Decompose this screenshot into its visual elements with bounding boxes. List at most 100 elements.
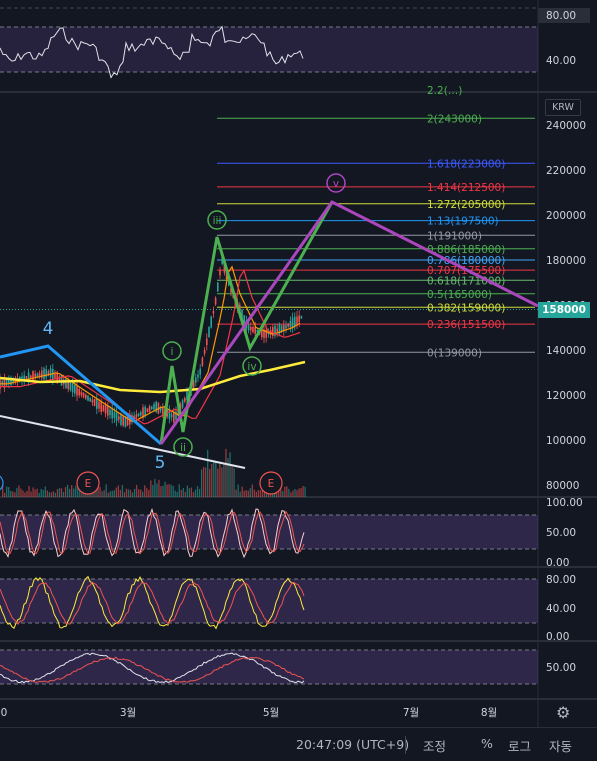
volume-bar: [54, 492, 57, 497]
time-tick-label: 7월: [403, 707, 419, 719]
candle-body: [102, 404, 105, 412]
candle-body: [5, 379, 8, 386]
volume-bar: [12, 491, 14, 497]
volume-bar: [255, 491, 258, 497]
ma-red: [0, 269, 301, 425]
candle-body: [272, 327, 274, 337]
wave-label-iv: iv: [247, 361, 256, 373]
last-price-tag: 158000: [538, 302, 590, 318]
volume-bar: [121, 484, 124, 497]
volume-bar: [144, 485, 146, 497]
volume-bar: [235, 489, 237, 497]
volume-bar: [259, 490, 262, 497]
fib-label: 0.786(180000): [427, 255, 505, 267]
auto-button[interactable]: 자동: [549, 739, 573, 754]
trendline-white: [0, 415, 246, 469]
volume-bar: [288, 488, 290, 497]
candle-body: [287, 324, 289, 327]
candle-body: [126, 415, 129, 426]
candle-body: [151, 406, 153, 410]
volume-bar: [205, 467, 207, 497]
volume-bar: [225, 448, 227, 497]
candle-body: [206, 338, 208, 346]
volume-bar: [97, 487, 99, 497]
percent-button[interactable]: %: [481, 736, 493, 751]
gear-icon[interactable]: ⚙: [556, 703, 571, 722]
candle-body: [36, 373, 39, 377]
candle-body: [49, 368, 52, 378]
volume-bar: [150, 480, 152, 497]
candle-body: [140, 412, 142, 416]
wave-purple-path: [159, 200, 539, 445]
volume-bar: [138, 489, 140, 497]
price-tick-label: 180000: [546, 255, 586, 267]
volume-bar: [253, 489, 256, 497]
fib-label: 0.236(151500): [427, 319, 505, 331]
volume-bar: [93, 492, 95, 497]
osc2-line-k: [0, 575, 305, 630]
candle-body: [78, 388, 80, 396]
volume-bar: [196, 486, 199, 497]
volume-bar: [36, 488, 38, 497]
volume-bar: [75, 485, 77, 497]
candle-body: [210, 316, 212, 328]
volume-bar: [64, 487, 67, 497]
volume-bar: [156, 483, 158, 497]
event-marker-label: E: [268, 478, 275, 490]
candle-body: [261, 328, 263, 338]
candle-body: [162, 406, 164, 415]
fib-label: 0.382(159000): [427, 302, 505, 314]
volume-bar: [284, 486, 286, 497]
fib-label: 1.13(197500): [427, 216, 499, 228]
volume-bar: [40, 488, 42, 497]
candle-body: [58, 376, 61, 382]
candle-body: [173, 411, 175, 423]
osc2-tick-label: 0.00: [546, 631, 569, 643]
candle-body: [153, 404, 155, 410]
candle-body: [43, 368, 45, 380]
candle-body: [135, 414, 138, 418]
candle-body: [265, 329, 267, 338]
currency-badge[interactable]: KRW: [545, 99, 581, 116]
rsi-tick-label: 40.00: [546, 55, 576, 67]
candle-body: [54, 373, 56, 378]
fib-label: 0.618(171000): [427, 275, 505, 287]
candle-body: [181, 400, 184, 408]
candle-body: [25, 376, 28, 380]
osc2-tick-label: 40.00: [546, 603, 576, 615]
volume-bar: [48, 492, 50, 497]
volume-bar: [164, 481, 166, 497]
candle-body: [243, 315, 245, 324]
log-button[interactable]: 로그: [508, 739, 532, 754]
volume-bar: [211, 463, 213, 497]
bottom-toolbar: 20:47:09 (UTC+9) 조정 % 로그 자동: [0, 727, 597, 761]
volume-bar: [257, 490, 260, 497]
candle-body: [228, 280, 230, 286]
event-marker: [76, 471, 100, 495]
candle-body: [12, 379, 14, 383]
candle-body: [93, 399, 96, 406]
volume-bar: [178, 484, 180, 497]
candle-body: [76, 386, 78, 396]
candle-body: [109, 409, 111, 416]
adjust-button[interactable]: 조정: [423, 739, 447, 754]
volume-bar: [95, 488, 97, 497]
price-tick-label: 200000: [546, 210, 586, 222]
candle-body: [104, 405, 107, 414]
volume-bar: [182, 487, 184, 497]
time-tick-label: 3월: [120, 707, 136, 719]
candle-body: [56, 372, 58, 383]
wave-label-v: v: [333, 178, 339, 190]
wave-circle-v: [326, 173, 346, 193]
volume-bar: [125, 488, 128, 497]
candle-body: [115, 412, 118, 421]
candle-body: [137, 413, 140, 416]
volume-bar: [241, 486, 243, 497]
volume-bar: [32, 487, 34, 497]
wave-label-ii: ii: [180, 442, 186, 454]
wave-label-iii: iii: [213, 215, 222, 227]
candle-body: [107, 406, 109, 416]
candle-body: [45, 369, 47, 378]
volume-bar: [117, 485, 120, 497]
chart-canvas[interactable]: 80.0040.0080.002400002200002000001800001…: [0, 0, 597, 727]
